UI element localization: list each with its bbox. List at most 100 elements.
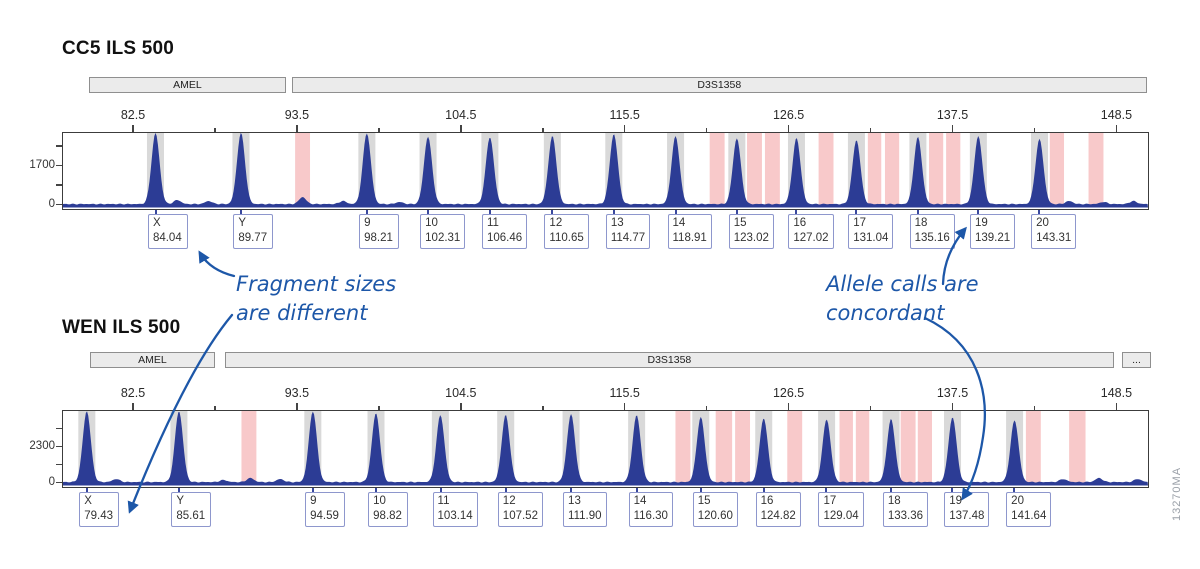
allele-label-connector: [570, 488, 573, 492]
annotation-line: concordant: [826, 301, 945, 325]
y-axis-tick: [56, 481, 62, 484]
allele-call: 18: [914, 217, 928, 229]
allele-call: 17: [823, 495, 837, 507]
fragment-size: 84.04: [152, 232, 182, 244]
allele-call: X: [84, 495, 92, 507]
x-axis-major-tick: [1115, 403, 1118, 410]
allele-label-box: 15 120.60: [692, 492, 738, 527]
allele-call: 18: [887, 495, 901, 507]
allele-label-connector: [916, 210, 919, 214]
fragment-size: 85.61: [176, 510, 206, 522]
fragment-size: 79.43: [84, 510, 114, 522]
x-axis-major-tick: [460, 125, 462, 132]
x-axis-major-tick: [787, 125, 790, 132]
allele-call: X: [152, 217, 161, 229]
x-axis-major-tick: [623, 403, 626, 410]
off-ladder-band: [709, 133, 725, 206]
allele-label-box: Y 85.61: [171, 492, 212, 527]
off-ladder-band: [928, 133, 944, 206]
panel-title-cc5-ils-500: CC5 ILS 500: [62, 38, 175, 59]
fragment-size: 129.04: [823, 510, 859, 522]
allele-call: 20: [1011, 495, 1024, 507]
plot-canvas: [63, 411, 1148, 486]
x-axis-tick-label: 126.5: [772, 386, 805, 400]
off-ladder-band: [818, 133, 834, 206]
allele-label-box: 13 111.90: [563, 492, 607, 527]
allele-label-box: 9 98.21: [359, 214, 400, 249]
fragment-size: 137.48: [949, 510, 985, 522]
allele-call: 12: [502, 495, 516, 507]
allele-label-connector: [504, 488, 507, 492]
x-axis-tick-label: 137.5: [936, 386, 969, 400]
fragment-size: 89.77: [238, 232, 268, 244]
x-axis-tick-label: 93.5: [284, 108, 310, 122]
y-axis-tick: [56, 445, 62, 448]
allele-label-box: 15 123.02: [728, 214, 774, 249]
allele-call: 13: [568, 495, 581, 507]
allele-label-box: 19 137.48: [944, 492, 990, 527]
allele-label-box: 12 107.52: [497, 492, 543, 527]
x-axis-major-tick: [132, 403, 134, 410]
fragment-size: 110.65: [549, 232, 584, 244]
y-axis-tick: [56, 184, 62, 186]
allele-call: 12: [549, 217, 563, 229]
y-axis-tick: [56, 427, 62, 430]
allele-label-box: X 79.43: [79, 492, 120, 527]
allele-call: 11: [487, 217, 499, 229]
fragment-size: 139.21: [974, 232, 1011, 244]
annotation-line: Allele calls are: [826, 272, 979, 296]
off-ladder-band: [1069, 411, 1086, 484]
allele-label-connector: [312, 488, 315, 492]
allele-label-box: 12 110.65: [544, 214, 589, 249]
allele-label-connector: [366, 210, 369, 214]
off-ladder-band: [1088, 133, 1104, 206]
annotation-line: are different: [236, 301, 368, 325]
x-axis-tick-label: 126.5: [772, 108, 805, 122]
off-ladder-band: [787, 411, 803, 484]
fragment-size: 143.31: [1036, 232, 1072, 244]
off-ladder-band: [295, 133, 311, 206]
arrow-to-top-x-label: [198, 250, 236, 278]
allele-label-connector: [889, 488, 892, 492]
y-axis-zero-label: 0: [48, 475, 55, 488]
marker-bar-D3S1358: D3S1358: [224, 352, 1115, 368]
allele-call: 16: [793, 217, 807, 229]
x-axis-minor-tick: [705, 406, 708, 410]
allele-label-connector: [612, 210, 615, 214]
x-axis-tick-label: 93.5: [284, 386, 310, 400]
fragment-size: 133.36: [887, 510, 923, 522]
fragment-size: 124.82: [760, 510, 796, 522]
off-ladder-band: [1025, 411, 1041, 484]
allele-label-box: 9 94.59: [305, 492, 346, 527]
annotation-line: Fragment sizes: [236, 272, 397, 296]
x-axis-tick-label: 148.5: [1100, 108, 1133, 122]
x-axis-tick-label: 148.5: [1100, 386, 1133, 400]
allele-call: 16: [760, 495, 774, 507]
fragment-size: 107.52: [502, 510, 538, 522]
allele-label-connector: [1013, 488, 1016, 492]
allele-call: 15: [697, 495, 711, 507]
x-axis-minor-tick: [378, 406, 380, 410]
x-axis-minor-tick: [214, 128, 216, 132]
x-axis-minor-tick: [869, 406, 872, 410]
x-axis-major-tick: [623, 125, 626, 132]
allele-label-box: 14 118.91: [667, 214, 712, 249]
allele-label-box: 14 116.30: [628, 492, 673, 527]
x-axis-major-tick: [132, 125, 134, 132]
x-axis-major-tick: [296, 403, 298, 410]
allele-label-connector: [825, 488, 828, 492]
off-ladder-band: [884, 133, 900, 206]
off-ladder-band: [917, 411, 933, 484]
plot-box: [62, 410, 1149, 488]
allele-label-box: 13 114.77: [605, 214, 651, 249]
allele-label-box: 11 106.46: [482, 214, 528, 249]
allele-call: Y: [176, 495, 184, 507]
annotation-allele-calls: Allele calls are concordant: [826, 270, 979, 328]
allele-label-box: 17 131.04: [848, 214, 894, 249]
allele-call: 13: [610, 217, 624, 229]
panel-title-wen-ils-500: WEN ILS 500: [62, 317, 181, 338]
fragment-size: 116.30: [633, 510, 668, 522]
allele-label-box: 10 102.31: [420, 214, 466, 249]
allele-label-box: X 84.04: [147, 214, 188, 249]
annotation-fragment-sizes: Fragment sizes are different: [236, 270, 396, 328]
